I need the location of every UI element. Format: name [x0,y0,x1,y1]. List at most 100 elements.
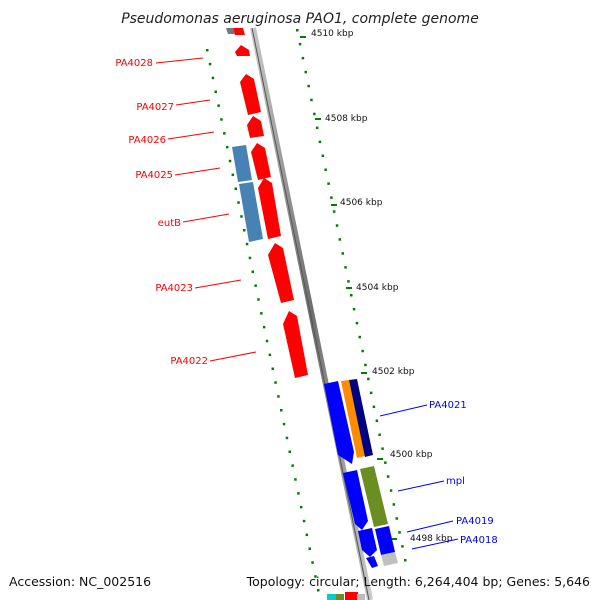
guide-dot [243,229,246,232]
guide-dot [384,461,387,464]
gene-bar-PA4021-navy[interactable] [349,379,373,457]
gene-arrow-PA4026[interactable] [247,116,264,138]
tick-label-4500: 4500 kbp [390,450,433,460]
guide-dot [398,531,401,534]
gene-clip-red[interactable] [345,592,358,600]
guide-dot [225,145,229,149]
gene-bar-PA4021-orange[interactable] [341,380,365,458]
gene-arrow-PA4025[interactable] [251,143,271,180]
tick-4506: 4506 kbp [331,198,383,208]
gene-label-PA4018[interactable]: PA4018 [460,535,498,546]
guide-dot [220,118,223,121]
guide-dot [315,126,319,130]
gene-arrow-PA4018[interactable] [375,526,395,555]
guide-dot [299,505,303,509]
gene-label-eutB[interactable]: eutB [158,218,181,229]
guide-dot [389,489,393,492]
tick-label-4502: 4502 kbp [372,367,415,377]
reverse-strand-genes [226,28,308,378]
guide-dot [372,405,376,409]
guide-dot [307,84,310,88]
guide-dot [271,367,274,370]
gene-clip-cyan[interactable] [327,594,336,600]
guide-dot [352,307,356,311]
guide-dot [228,159,232,163]
tick-4508: 4508 kbp [315,114,368,124]
guide-dot [350,294,353,297]
guide-dot [257,298,260,301]
guide-dot [327,182,330,185]
gene-clip-gray [357,594,365,600]
guide-dot [251,270,254,273]
guide-dot [347,280,350,283]
guide-dot [214,90,217,93]
guide-dot [298,42,302,46]
gene-label-PA4028[interactable]: PA4028 [115,58,153,69]
gene-bar-mpl-olive[interactable] [360,466,388,527]
guide-dot [308,547,311,550]
guide-dot [338,238,342,241]
guide-dot [378,433,381,436]
guide-dot [324,168,327,171]
gene-label-PA4023[interactable]: PA4023 [155,283,193,294]
guide-dot [294,478,297,481]
gene-label-PA4025[interactable]: PA4025 [135,170,173,181]
guide-dot [332,210,336,213]
guide-dot [314,575,317,578]
tick-label-4504: 4504 kbp [356,283,399,293]
gene-labels: PA4028 PA4027 PA4026 PA4025 eutB PA4023 … [115,58,497,546]
guide-dot [364,363,367,367]
guide-dot [369,391,373,395]
gene-arrow-PA4028[interactable] [235,45,250,56]
gene-label-PA4026[interactable]: PA4026 [128,135,166,146]
gene-arrow-PA4021[interactable] [324,381,354,464]
gene-arrow-top-clipped[interactable] [233,28,245,35]
tick-4504: 4504 kbp [346,283,399,293]
guide-dot [310,98,313,102]
guide-dot [282,422,286,426]
guide-dot [262,325,266,329]
gene-clip-olive[interactable] [336,594,344,600]
gene-bar-PA4025-partner[interactable] [232,145,252,182]
gene-arrow-PA4023[interactable] [268,243,294,303]
guide-dot [355,321,359,325]
gene-arrow-PA4019[interactable] [358,528,377,557]
gene-arrow-PA4022[interactable] [283,311,308,378]
guide-dot [395,517,398,520]
guide-dot [274,381,277,384]
tick-label-4506: 4506 kbp [340,198,383,208]
gene-arrow-PA4018-tip[interactable] [366,556,378,568]
guide-dot [344,266,347,269]
bottom-clipped-genes [327,592,365,600]
guide-dot [288,450,291,453]
gene-label-PA4022[interactable]: PA4022 [170,356,208,367]
genome-summary-text: Topology: circular; Length: 6,264,404 bp… [246,574,590,589]
guide-dot [321,154,325,157]
tick-label-4508: 4508 kbp [325,114,368,124]
guide-dot [217,104,220,107]
gene-arrow-top-clipped-gray [226,28,235,34]
gene-bar-eutB-partner[interactable] [239,182,263,242]
gene-label-leaders [155,57,459,550]
gene-label-mpl[interactable]: mpl [446,476,465,487]
gene-label-PA4019[interactable]: PA4019 [456,516,494,527]
guide-dot [291,464,294,467]
gene-label-PA4027[interactable]: PA4027 [136,102,174,113]
guide-dot [330,196,333,199]
guide-dot [392,503,396,506]
guide-dot [237,201,240,204]
guide-dot [297,492,300,495]
guide-dot [265,339,269,343]
gene-arrow-mpl[interactable] [343,470,368,530]
tick-4502: 4502 kbp [361,367,415,377]
gene-label-PA4021[interactable]: PA4021 [429,400,467,411]
gene-arrow-eutB[interactable] [258,178,281,239]
gene-arrow-PA4027[interactable] [240,74,261,115]
kbp-ticks: 4510 kbp 4508 kbp 4506 kbp 4504 kbp 4502… [300,29,453,544]
guide-dot [296,29,299,32]
guide-dot [268,353,272,357]
guide-dot [248,256,252,260]
guide-dot [313,112,316,116]
guide-dot [386,475,390,478]
guide-dot [381,447,384,450]
